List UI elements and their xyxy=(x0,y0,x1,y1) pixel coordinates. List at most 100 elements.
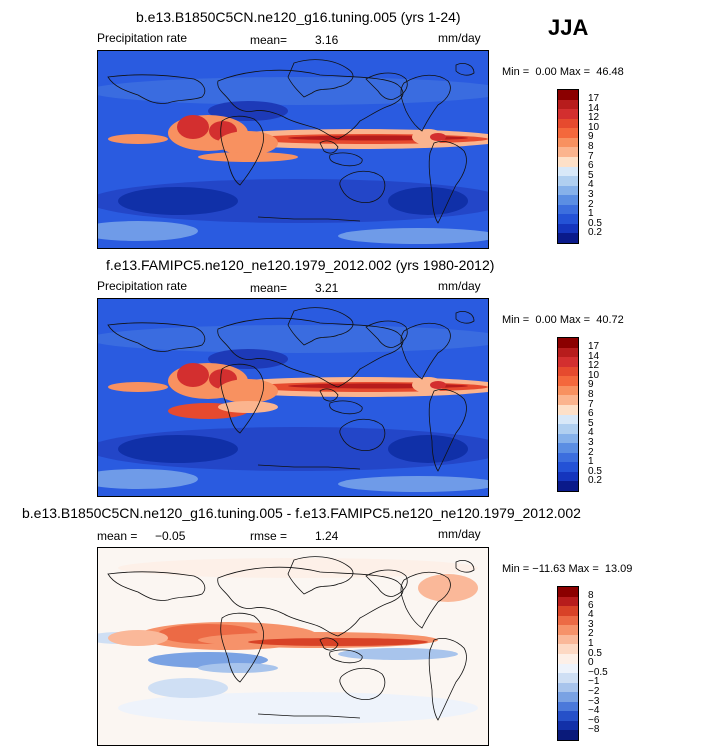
panel2-min-value: 0.00 xyxy=(535,314,557,326)
panel2-min-label: Min = xyxy=(502,314,530,326)
colorbar-segment xyxy=(558,376,578,387)
panel3-min-max: Min = −11.63 Max = 13.09 xyxy=(502,563,632,575)
colorbar-tick-label: 12 xyxy=(588,360,600,372)
colorbar-segment xyxy=(558,118,578,129)
colorbar-segment xyxy=(558,634,578,645)
colorbar-segment xyxy=(558,156,578,167)
colorbar-tick-label: −6 xyxy=(588,714,600,726)
panel3-rmse-label: rmse = xyxy=(250,529,288,543)
colorbar-segment xyxy=(558,711,578,722)
colorbar-segment xyxy=(558,587,578,597)
colorbar-tick-label: 0.5 xyxy=(588,217,602,229)
panel2-max-label: Max = xyxy=(559,314,591,326)
colorbar-tick-label: 6 xyxy=(588,160,594,172)
colorbar-segment xyxy=(558,137,578,148)
panel3-difference-map xyxy=(97,547,489,746)
colorbar-segment xyxy=(558,366,578,377)
panel3-max-value: 13.09 xyxy=(604,563,633,575)
colorbar-segment xyxy=(558,653,578,664)
colorbar-segment xyxy=(558,730,578,741)
colorbar-tick-label: 5 xyxy=(588,417,594,429)
panel1-title: b.e13.B1850C5CN.ne120_g16.tuning.005 (yr… xyxy=(136,9,461,25)
colorbar-tick-label: 7 xyxy=(588,150,594,162)
colorbar-tick-label: 3 xyxy=(588,618,594,630)
colorbar-tick-label: 14 xyxy=(588,350,600,362)
panel1-units: mm/day xyxy=(438,31,481,45)
panel3-title: b.e13.B1850C5CN.ne120_g16.tuning.005 - f… xyxy=(22,505,581,521)
panel1-min-label: Min = xyxy=(502,66,530,78)
colorbar-segment xyxy=(558,385,578,396)
colorbar-tick-label: 8 xyxy=(588,141,594,152)
colorbar-segment xyxy=(558,223,578,234)
colorbar-tick-label: 9 xyxy=(588,379,594,391)
panel1-mean-label: mean= xyxy=(250,33,288,47)
colorbar-segment xyxy=(558,424,578,434)
colorbar-tick-label: 1 xyxy=(588,456,594,468)
colorbar-segment xyxy=(558,701,578,712)
colorbar-segment xyxy=(558,347,578,358)
colorbar-segment xyxy=(558,720,578,731)
colorbar-tick-label: −4 xyxy=(588,705,600,717)
panel3-mean-label: mean = xyxy=(97,529,138,543)
colorbar-segment xyxy=(558,596,578,607)
colorbar-segment xyxy=(558,128,578,139)
colorbar-tick-label: 4 xyxy=(588,609,594,621)
colorbar-tick-label: 0.2 xyxy=(588,227,602,239)
colorbar-tick-label: 2 xyxy=(588,446,594,458)
panel1-mean-value: 3.16 xyxy=(315,33,339,47)
colorbar-segment xyxy=(558,204,578,215)
colorbar-tick-label: 10 xyxy=(588,369,600,381)
colorbar-segment xyxy=(558,471,578,482)
colorbar-tick-label: 6 xyxy=(588,408,594,420)
colorbar-segment xyxy=(558,615,578,626)
colorbar-tick-label: 4 xyxy=(588,179,594,191)
colorbar-segment xyxy=(558,99,578,110)
colorbar-segment xyxy=(558,433,578,444)
panel1-colorbar xyxy=(557,89,579,244)
colorbar-tick-label: 9 xyxy=(588,131,594,143)
colorbar-segment xyxy=(558,625,578,636)
colorbar-segment xyxy=(558,147,578,158)
panel2-colorbar xyxy=(557,337,579,492)
colorbar-segment xyxy=(558,357,578,367)
panel3-max-label: Max = xyxy=(568,563,599,575)
colorbar-segment xyxy=(558,606,578,616)
panel2-field-name: Precipitation rate xyxy=(97,279,188,293)
panel3-min-label: Min = xyxy=(502,563,530,575)
colorbar-tick-label: 0.5 xyxy=(588,647,602,659)
colorbar-segment xyxy=(558,338,578,348)
colorbar-tick-label: −3 xyxy=(588,695,600,707)
colorbar-tick-label: 1 xyxy=(588,208,594,220)
colorbar-tick-label: 17 xyxy=(588,341,600,352)
panel2-max-value: 40.72 xyxy=(596,314,624,326)
colorbar-tick-label: 14 xyxy=(588,102,600,114)
colorbar-tick-label: 4 xyxy=(588,427,594,439)
panel1-precip-map xyxy=(97,50,489,249)
colorbar-segment xyxy=(558,673,578,683)
colorbar-segment xyxy=(558,109,578,119)
colorbar-segment xyxy=(558,176,578,186)
colorbar-segment xyxy=(558,644,578,655)
colorbar-tick-label: 2 xyxy=(588,198,594,210)
colorbar-segment xyxy=(558,481,578,492)
panel1-max-value: 46.48 xyxy=(596,66,624,78)
colorbar-segment xyxy=(558,414,578,425)
colorbar-tick-label: 8 xyxy=(588,590,594,601)
colorbar-tick-label: −0.5 xyxy=(588,666,608,678)
panel1-min-value: 0.00 xyxy=(535,66,557,78)
colorbar-tick-label: 3 xyxy=(588,189,594,200)
colorbar-segment xyxy=(558,166,578,177)
colorbar-tick-label: 2 xyxy=(588,628,594,640)
panel1-field-name: Precipitation rate xyxy=(97,31,188,45)
colorbar-tick-label: 0.5 xyxy=(588,465,602,477)
panel2-mean-value: 3.21 xyxy=(315,281,339,295)
colorbar-segment xyxy=(558,452,578,463)
colorbar-segment xyxy=(558,233,578,244)
season-label: JJA xyxy=(548,15,589,40)
colorbar-segment xyxy=(558,195,578,206)
panel3-min-value: −11.63 xyxy=(532,563,566,575)
panel1-max-label: Max = xyxy=(559,66,591,78)
colorbar-tick-label: 3 xyxy=(588,437,594,448)
colorbar-segment xyxy=(558,404,578,415)
panel3-colorbar xyxy=(557,586,579,741)
